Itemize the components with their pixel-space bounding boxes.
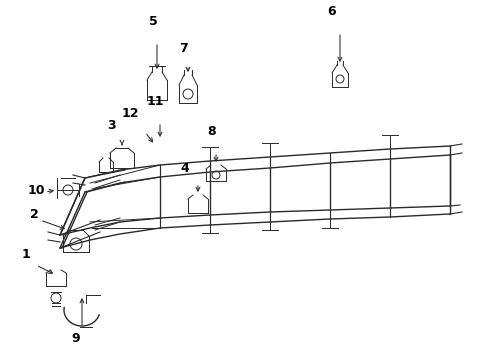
Text: 2: 2 [30, 208, 39, 221]
Text: 5: 5 [148, 15, 157, 28]
Text: 3: 3 [107, 119, 115, 132]
Text: 12: 12 [121, 107, 139, 120]
Text: 10: 10 [28, 184, 46, 197]
Text: 8: 8 [208, 125, 216, 138]
Text: 1: 1 [22, 248, 31, 261]
Text: 6: 6 [328, 5, 336, 18]
Text: 11: 11 [146, 95, 164, 108]
Text: 9: 9 [72, 332, 80, 345]
Text: 4: 4 [181, 162, 189, 175]
Text: 7: 7 [179, 42, 187, 55]
